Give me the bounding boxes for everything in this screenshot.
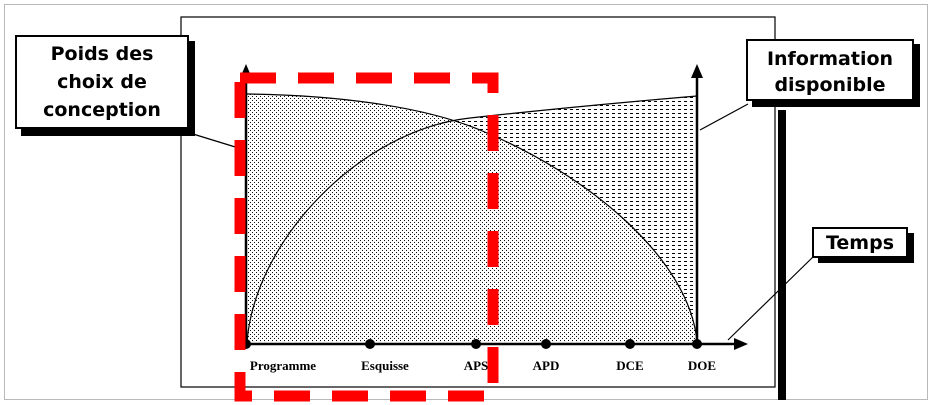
stage-label-esquisse: Esquisse	[361, 358, 409, 373]
right-axis-arrow	[691, 64, 703, 78]
stage-label-dce: DCE	[616, 358, 643, 373]
time-bar	[778, 110, 786, 400]
stage-label-programme: Programme	[250, 358, 316, 373]
stage-marker	[365, 339, 375, 349]
highlight-box	[234, 72, 499, 402]
stage-label-aps: APS	[464, 358, 489, 373]
stage-marker	[625, 339, 635, 349]
stage-marker	[541, 339, 551, 349]
callout-design-weight-line1: Poids des	[51, 43, 154, 65]
callout-available-info-line1: Information	[767, 48, 893, 70]
callout-time-label: Temps	[826, 232, 894, 254]
leader-information	[699, 103, 749, 131]
leader-time	[727, 254, 816, 341]
callout-available-info: Information disponible	[746, 39, 920, 107]
callout-time: Temps	[812, 227, 914, 263]
stage-label-apd: APD	[533, 358, 560, 373]
stage-marker	[471, 339, 481, 349]
callout-design-weight-line3: conception	[43, 99, 161, 121]
callout-design-weight: Poids des choix de conception	[15, 35, 195, 136]
callout-available-info-line2: disponible	[774, 74, 885, 96]
stage-marker	[692, 339, 702, 349]
design-weight-area	[247, 94, 697, 342]
callout-design-weight-line2: choix de	[57, 71, 147, 93]
stage-label-doe: DOE	[688, 358, 716, 373]
time-axis-arrow	[734, 338, 748, 350]
